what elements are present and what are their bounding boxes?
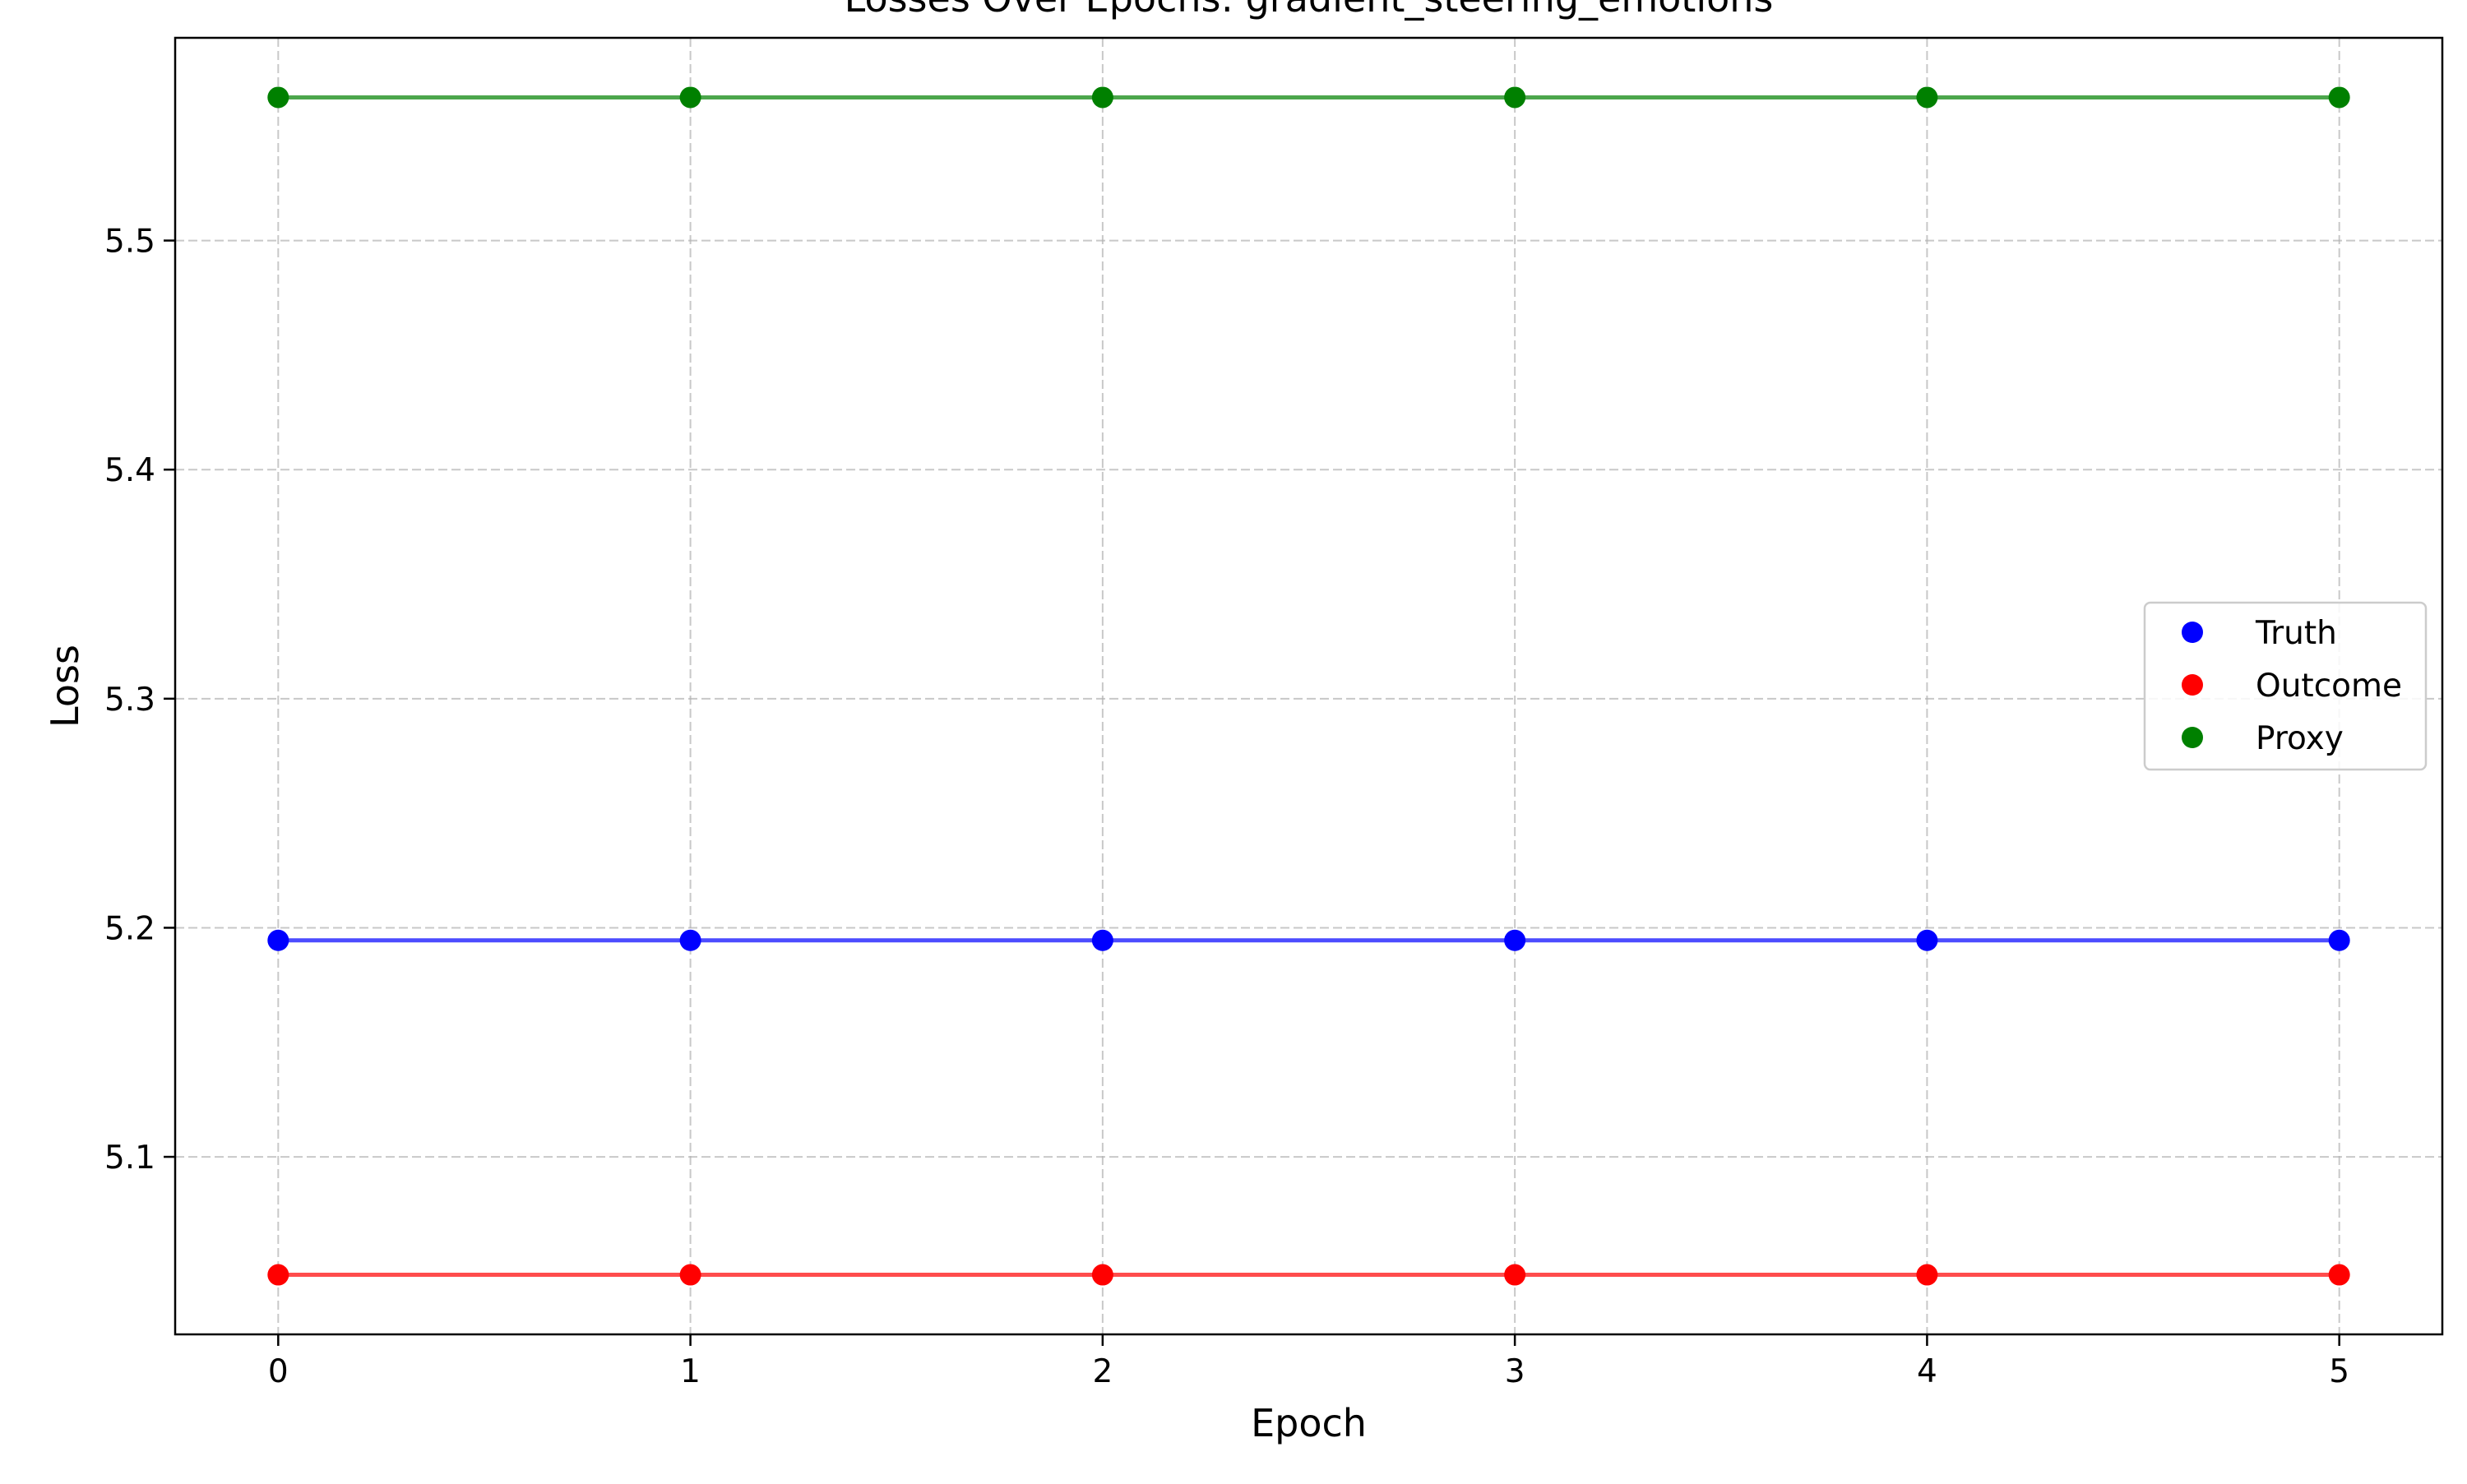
x-tick-label: 2: [1092, 1353, 1113, 1390]
series-proxy: [267, 86, 2350, 109]
legend-marker: [2182, 727, 2203, 748]
legend-label: Proxy: [2256, 720, 2344, 757]
plot-frame: [174, 36, 2444, 1336]
data-point: [1916, 1264, 1938, 1286]
data-point: [1916, 929, 1938, 951]
chart-title: Losses Over Epochs: gradient_steering_em…: [845, 0, 1774, 21]
x-tick-label: 1: [680, 1353, 701, 1390]
x-tick-label: 3: [1505, 1353, 1525, 1390]
data-point: [1504, 929, 1526, 951]
y-tick-label: 5.5: [104, 224, 155, 261]
data-point: [1504, 86, 1526, 109]
legend-box: [2143, 601, 2428, 771]
data-point: [1916, 86, 1938, 109]
y-axis-label: Loss: [43, 645, 87, 728]
x-tick-label: 0: [268, 1353, 289, 1390]
data-point: [679, 1264, 701, 1286]
legend-marker: [2182, 622, 2203, 643]
data-point: [267, 929, 289, 951]
data-point: [2328, 1264, 2350, 1286]
y-tick-label: 5.2: [104, 910, 155, 947]
series-outcome: [267, 1264, 2350, 1286]
data-point: [1504, 1264, 1526, 1286]
data-point: [1091, 1264, 1113, 1286]
x-axis-label: Epoch: [1251, 1401, 1367, 1445]
y-tick-label: 5.4: [104, 452, 155, 489]
data-point: [679, 86, 701, 109]
legend-marker: [2182, 674, 2203, 696]
legend-label: Truth: [2255, 615, 2337, 652]
series-layer: [267, 86, 2350, 1286]
ticks-layer: 0 1 2 3 4 5 5.1 5.2 5.3 5.4 5.5: [104, 224, 2349, 1390]
x-tick-label: 5: [2329, 1353, 2349, 1390]
data-point: [1091, 86, 1113, 109]
data-point: [2328, 929, 2350, 951]
data-point: [679, 929, 701, 951]
x-tick-label: 4: [1917, 1353, 1937, 1390]
legend-label: Outcome: [2256, 668, 2402, 705]
series-truth: [267, 929, 2350, 951]
y-tick-label: 5.3: [104, 682, 155, 719]
data-point: [2328, 86, 2350, 109]
data-point: [267, 86, 289, 109]
y-tick-label: 5.1: [104, 1140, 155, 1177]
data-point: [1091, 929, 1113, 951]
legend: Truth Outcome Proxy: [2143, 601, 2428, 771]
data-point: [267, 1264, 289, 1286]
